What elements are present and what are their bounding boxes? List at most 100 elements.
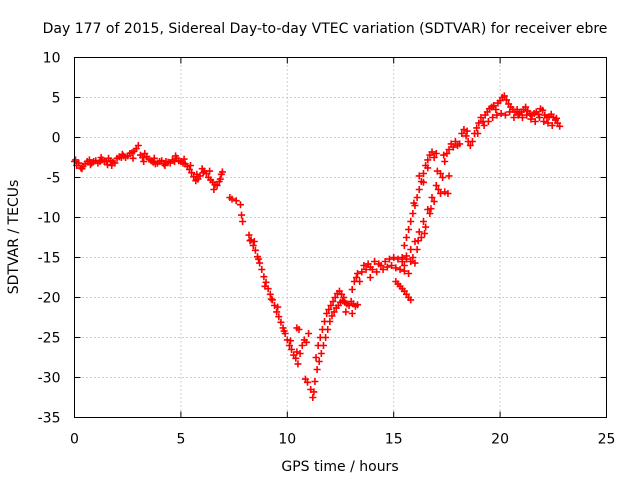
data-point bbox=[392, 264, 400, 272]
data-point bbox=[238, 211, 246, 219]
data-point bbox=[427, 205, 435, 213]
y-tick-label: 10 bbox=[43, 51, 61, 67]
data-point bbox=[531, 118, 539, 125]
data-point bbox=[398, 258, 406, 265]
data-point bbox=[463, 127, 471, 135]
data-point bbox=[475, 119, 483, 127]
y-tick-label: -25 bbox=[38, 331, 61, 347]
x-tick-label: 20 bbox=[491, 432, 509, 448]
data-point bbox=[518, 114, 526, 121]
data-point bbox=[312, 354, 320, 361]
data-point bbox=[358, 268, 366, 276]
data-point bbox=[534, 110, 542, 118]
data-point bbox=[514, 111, 522, 119]
data-point bbox=[407, 246, 415, 253]
data-point bbox=[405, 270, 413, 277]
data-point bbox=[407, 296, 415, 304]
data-point bbox=[466, 142, 474, 149]
data-point bbox=[352, 274, 360, 281]
data-point bbox=[129, 154, 137, 162]
data-point bbox=[439, 174, 447, 181]
data-point bbox=[193, 170, 201, 178]
data-point bbox=[283, 336, 291, 344]
data-point bbox=[86, 161, 94, 169]
data-point bbox=[364, 260, 372, 268]
data-point bbox=[255, 255, 263, 263]
data-point bbox=[540, 118, 548, 125]
data-point bbox=[430, 198, 438, 205]
data-point bbox=[249, 242, 257, 249]
data-point bbox=[279, 324, 287, 332]
data-point bbox=[360, 262, 368, 269]
data-point bbox=[118, 150, 126, 158]
data-point bbox=[424, 164, 432, 172]
data-point bbox=[510, 114, 518, 121]
data-point bbox=[172, 152, 180, 160]
data-point bbox=[199, 169, 207, 177]
data-point bbox=[292, 354, 300, 362]
data-point bbox=[379, 266, 387, 273]
data-point bbox=[288, 346, 296, 353]
data-point bbox=[426, 210, 434, 217]
data-point bbox=[419, 178, 427, 186]
y-tick-label: -15 bbox=[38, 251, 61, 267]
data-point bbox=[311, 378, 319, 385]
data-point bbox=[410, 199, 418, 207]
data-point bbox=[310, 388, 318, 396]
x-tick-label: 25 bbox=[598, 432, 616, 448]
data-point bbox=[480, 122, 488, 129]
data-point bbox=[381, 258, 389, 265]
axis-ticks: 0 5 10 15 20 25 10 5 0 -5 -10 -15 -20 -25 -30 -35 bbox=[38, 51, 616, 448]
data-point bbox=[318, 326, 326, 333]
data-point bbox=[273, 308, 281, 316]
data-point bbox=[293, 348, 301, 356]
data-point bbox=[414, 237, 422, 245]
data-point bbox=[451, 138, 459, 145]
data-point bbox=[256, 259, 264, 267]
data-point bbox=[402, 252, 410, 260]
data-point bbox=[329, 298, 337, 305]
data-point bbox=[210, 186, 218, 193]
y-tick-label: -10 bbox=[38, 211, 61, 227]
data-point bbox=[78, 165, 86, 173]
data-point bbox=[434, 186, 442, 193]
data-point bbox=[411, 259, 419, 267]
data-point bbox=[277, 318, 285, 326]
data-point bbox=[430, 154, 438, 161]
data-point bbox=[462, 132, 470, 140]
data-point bbox=[444, 190, 452, 197]
data-point bbox=[216, 175, 224, 183]
data-point bbox=[421, 230, 429, 237]
data-point bbox=[371, 258, 379, 265]
data-point bbox=[250, 238, 258, 245]
chart-title: Day 177 of 2015, Sidereal Day-to-day VTE… bbox=[43, 21, 608, 37]
data-point bbox=[539, 106, 547, 114]
data-point bbox=[103, 161, 111, 169]
data-point bbox=[354, 270, 362, 277]
data-point bbox=[419, 218, 427, 225]
data-point bbox=[236, 201, 244, 209]
data-point bbox=[513, 106, 521, 113]
data-points bbox=[71, 92, 564, 401]
data-point bbox=[489, 114, 497, 121]
data-point bbox=[75, 159, 83, 167]
data-point bbox=[304, 378, 312, 386]
data-point bbox=[285, 342, 293, 349]
data-point bbox=[245, 231, 253, 239]
data-point bbox=[422, 223, 430, 231]
y-tick-label: -35 bbox=[38, 411, 61, 427]
data-point bbox=[432, 182, 440, 189]
data-point bbox=[330, 308, 338, 316]
data-point bbox=[323, 310, 331, 317]
data-point bbox=[548, 122, 556, 129]
data-point bbox=[456, 140, 464, 148]
data-point bbox=[305, 330, 313, 337]
data-point bbox=[490, 102, 498, 109]
data-point bbox=[228, 195, 236, 203]
data-point bbox=[356, 278, 364, 285]
data-point bbox=[293, 324, 301, 332]
data-point bbox=[188, 169, 196, 177]
data-point bbox=[449, 143, 457, 151]
data-point bbox=[345, 302, 353, 309]
